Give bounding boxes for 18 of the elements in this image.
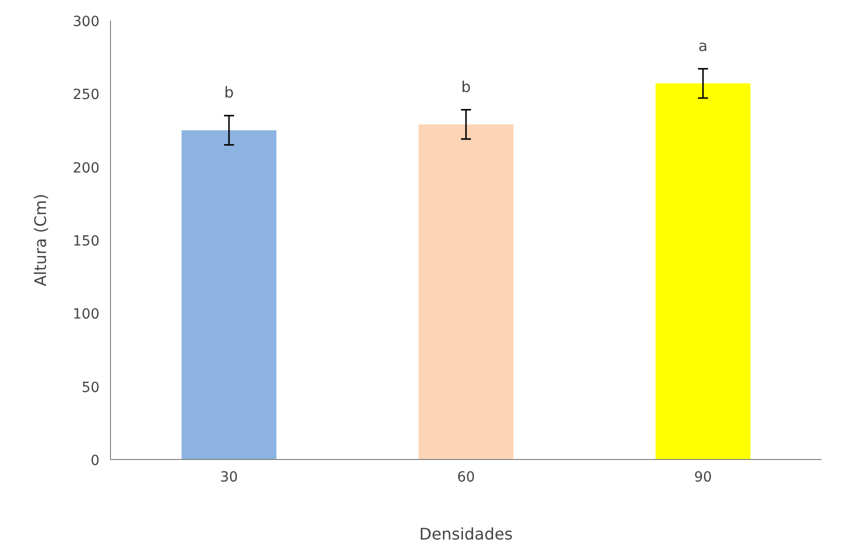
annotation: b — [461, 78, 471, 96]
bar — [656, 83, 750, 460]
x-axis-title: Densidades — [419, 524, 513, 544]
y-axis-title: Altura (Cm) — [30, 194, 50, 286]
x-tick-label: 60 — [457, 470, 475, 486]
bar — [418, 124, 514, 460]
y-tick-label: 300 — [72, 14, 100, 30]
y-tick-label: 200 — [72, 160, 100, 176]
x-tick-label: 90 — [694, 470, 712, 486]
annotation: b — [224, 84, 234, 102]
annotation: a — [698, 36, 708, 55]
x-tick-label: 30 — [220, 470, 238, 486]
y-tick-label: 150 — [72, 234, 100, 250]
bar — [182, 130, 276, 460]
y-tick-label: 0 — [90, 453, 100, 469]
y-tick-label: 50 — [82, 380, 100, 396]
y-tick-label: 100 — [72, 306, 100, 323]
y-tick-label: 250 — [72, 87, 100, 104]
